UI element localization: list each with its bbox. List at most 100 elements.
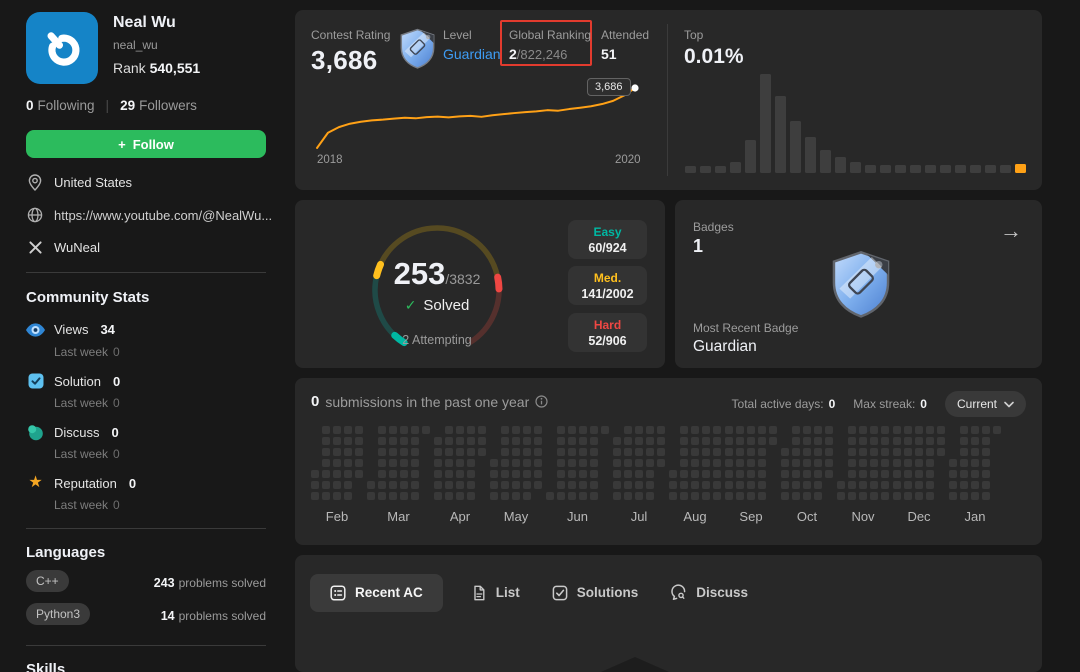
tab-solutions[interactable]: Solutions (548, 574, 643, 612)
attended-label: Attended (601, 28, 650, 42)
heatmap-meta: Total active days: 0 Max streak: 0 Current (732, 391, 1026, 417)
heatmap-cell (568, 437, 576, 445)
heatmap-cell (467, 470, 475, 478)
heatmap-month-label: Feb (325, 509, 349, 524)
heatmap-cell (601, 426, 609, 434)
heatmap-cell (467, 448, 475, 456)
heatmap-cell (758, 426, 766, 434)
heatmap-cell (781, 448, 789, 456)
solved-card: 253/3832 ✓ Solved 2 Attempting Easy 60/9… (295, 200, 665, 368)
x-handle[interactable]: WuNeal (54, 240, 101, 255)
power-icon (47, 32, 80, 66)
heatmap-cell (848, 481, 856, 489)
website-row[interactable]: https://www.youtube.com/@NealWu... (26, 207, 272, 223)
heatmap-month: Apr (434, 426, 486, 524)
heatmap-cell (624, 481, 632, 489)
heatmap-cell (434, 481, 442, 489)
heatmap-cell (691, 459, 699, 467)
heatmap-cell (534, 437, 542, 445)
heatmap-cell (322, 437, 330, 445)
histogram-bar (850, 162, 861, 173)
avatar[interactable] (26, 12, 98, 84)
heatmap-month-label: Jun (567, 509, 588, 524)
discuss-icon (26, 424, 45, 441)
heatmap-cell (389, 470, 397, 478)
heatmap-cell (445, 426, 453, 434)
heatmap-cell (982, 492, 990, 500)
heatmap-cell (881, 481, 889, 489)
heatmap-cell (736, 448, 744, 456)
plus-icon: + (118, 136, 126, 152)
solution-icon (26, 373, 45, 389)
heatmap-cell (400, 448, 408, 456)
heatmap-cell (579, 481, 587, 489)
heatmap-cell (859, 437, 867, 445)
follow-button[interactable]: + Follow (26, 130, 266, 158)
heatmap-cell (646, 492, 654, 500)
location-pin-icon (26, 174, 44, 191)
tab-list[interactable]: List (467, 574, 524, 612)
contest-rating-value: 3,686 (311, 45, 378, 75)
arrow-right-icon[interactable]: → (1000, 218, 1022, 243)
heatmap-cell (512, 481, 520, 489)
following-stat[interactable]: 0 Following (26, 98, 95, 113)
heatmap-cell (501, 426, 509, 434)
heatmap-cell (814, 470, 822, 478)
heatmap-cell (534, 481, 542, 489)
heatmap-cell (680, 448, 688, 456)
contest-rating-chart (316, 84, 639, 149)
heatmap-cell (333, 437, 341, 445)
heatmap-cell (411, 470, 419, 478)
heatmap-month-label: Sep (739, 509, 763, 524)
tab-discuss[interactable]: Discuss (666, 573, 752, 612)
heatmap-cell (624, 470, 632, 478)
heatmap-cell (792, 448, 800, 456)
solutions-icon (552, 585, 568, 600)
heatmap-cell (982, 448, 990, 456)
heatmap-cell (680, 481, 688, 489)
heatmap-cell (512, 470, 520, 478)
heatmap-cell (792, 492, 800, 500)
submission-heatmap-grid: Feb Mar Apr May Jun Jul Aug Sep Oct Nov Dec Jan (311, 426, 1001, 524)
range-dropdown[interactable]: Current (944, 391, 1026, 417)
heatmap-cell (680, 426, 688, 434)
heatmap-cell (769, 437, 777, 445)
heatmap-month-label: Dec (907, 509, 931, 524)
heatmap-cell (702, 481, 710, 489)
heatmap-cell (501, 437, 509, 445)
info-icon[interactable] (535, 395, 548, 408)
global-ranking-value: 2/822,246 (509, 46, 568, 62)
heatmap-cell (960, 481, 968, 489)
heatmap-cell (646, 470, 654, 478)
divider (26, 645, 266, 646)
heatmap-cell (825, 470, 833, 478)
heatmap-cell (355, 426, 363, 434)
solved-total: /3832 (445, 271, 481, 287)
heatmap-cell (702, 437, 710, 445)
followers-stat[interactable]: 29 Followers (120, 98, 197, 113)
heatmap-cell (825, 448, 833, 456)
tab-recent-ac[interactable]: Recent AC (310, 573, 443, 612)
heatmap-cell (915, 481, 923, 489)
x-row[interactable]: WuNeal (26, 240, 100, 255)
heatmap-cell (490, 481, 498, 489)
heatmap-cell (904, 459, 912, 467)
website-link[interactable]: https://www.youtube.com/@NealWu... (54, 207, 273, 223)
heatmap-cell (568, 459, 576, 467)
heatmap-cell (982, 481, 990, 489)
heatmap-cell (590, 459, 598, 467)
heatmap-cell (434, 492, 442, 500)
heatmap-cell (389, 481, 397, 489)
heatmap-cell (635, 437, 643, 445)
skills-title: Skills (26, 661, 66, 672)
heatmap-cell (657, 437, 665, 445)
heatmap-cell (960, 437, 968, 445)
heatmap-cell (949, 470, 957, 478)
attended-value: 51 (601, 46, 617, 62)
location-text: United States (54, 175, 133, 190)
guardian-badge-icon[interactable] (830, 250, 892, 323)
histogram-bar (865, 165, 876, 173)
heatmap-cell (803, 437, 811, 445)
heatmap-month: May (490, 426, 542, 524)
heatmap-cell (434, 437, 442, 445)
